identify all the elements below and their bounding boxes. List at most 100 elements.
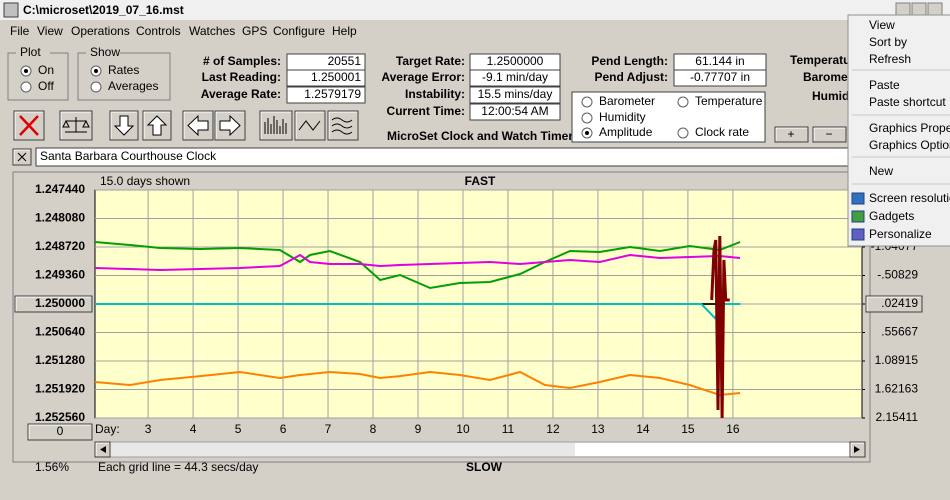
zoom-label: −	[825, 127, 832, 141]
zoom-button[interactable]	[774, 126, 809, 143]
x-tick-label: 9	[415, 422, 422, 436]
field-label: Pend Adjust:	[594, 70, 668, 84]
up-icon	[146, 115, 168, 136]
menu-item[interactable]: Configure	[273, 24, 325, 38]
context-menu-item[interactable]: View	[869, 18, 895, 32]
zoom-button[interactable]	[812, 126, 847, 143]
scrollbar-track	[575, 443, 850, 456]
y2-tick-label: .55667	[881, 325, 918, 339]
radio-button[interactable]	[581, 112, 593, 124]
y-tick-label: 1.250000	[35, 296, 85, 310]
toolbar-button-bevel	[60, 111, 91, 139]
app-title: MicroSet Clock and Watch Timer	[387, 129, 573, 143]
context-menu-item[interactable]: Refresh	[869, 52, 911, 66]
context-menu-item[interactable]: New	[869, 164, 893, 178]
context-menu-item[interactable]: Sort by	[869, 35, 907, 49]
menu-item[interactable]: Watches	[189, 24, 235, 38]
zoom-button-bevel	[775, 127, 807, 141]
offset-value-button[interactable]	[14, 295, 93, 313]
sensor-label[interactable]: Barometer	[599, 94, 655, 108]
y2-tick-label: .02419	[881, 296, 918, 310]
title-bar	[0, 0, 950, 20]
sensor-label[interactable]: Temperature	[695, 94, 763, 108]
offset-button[interactable]	[27, 423, 93, 441]
side-label: Temperatu	[790, 53, 850, 67]
field-value: 12:00:54 AM	[481, 104, 548, 118]
radio-label[interactable]: Off	[38, 79, 54, 93]
percent-label: 1.56%	[35, 460, 69, 474]
x-tick-label: 4	[190, 422, 197, 436]
group-title: Show	[90, 45, 120, 59]
x-tick-label: 6	[280, 422, 287, 436]
x-tick-label: 10	[456, 422, 470, 436]
radio-label[interactable]: On	[38, 63, 54, 77]
toolbar-button-bevel	[183, 111, 212, 139]
field-value: 1.2500000	[487, 54, 544, 68]
app-icon	[3, 2, 19, 18]
context-menu-item[interactable]: Screen resolution	[869, 191, 950, 205]
offset-value-button-bevel	[15, 296, 91, 311]
group-box	[77, 52, 171, 101]
context-menu-item[interactable]: Gadgets	[869, 209, 914, 223]
radio-label[interactable]: Averages	[108, 79, 158, 93]
x-tick-label: 7	[325, 422, 332, 436]
context-menu-item[interactable]: Graphics Options	[869, 138, 950, 152]
sensor-label[interactable]: Clock rate	[695, 125, 749, 139]
x-tick-label: 14	[636, 422, 650, 436]
toolbar-button-bevel	[295, 111, 324, 139]
context-menu-item[interactable]: Graphics Propert	[869, 121, 950, 135]
radio-button[interactable]	[20, 81, 32, 93]
sensor-label[interactable]: Humidity	[599, 110, 646, 124]
sensor-box	[571, 91, 766, 143]
field-value: 1.2579179	[304, 87, 361, 101]
series-line	[95, 253, 741, 272]
wave-icon	[298, 120, 321, 131]
menu-item[interactable]: Operations	[71, 24, 130, 38]
field-box	[673, 69, 767, 87]
field-value: -9.1 min/day	[482, 70, 548, 84]
radio-label[interactable]: Rates	[108, 63, 139, 77]
menu-item[interactable]: File	[10, 24, 30, 38]
y-tick-label: 1.250640	[35, 325, 85, 339]
chart-bottom-label: SLOW	[466, 460, 503, 474]
scale-icon	[62, 117, 90, 133]
field-box	[286, 86, 366, 104]
menu-item[interactable]: View	[37, 24, 63, 38]
noise-icon	[331, 117, 353, 135]
x-tick-label: 5	[235, 422, 242, 436]
clear-name-button-bevel	[13, 149, 30, 164]
field-value: 15.5 mins/day	[478, 87, 553, 101]
x-tick-label: 12	[546, 422, 560, 436]
menu-item[interactable]: Help	[332, 24, 357, 38]
x-tick-label: 13	[591, 422, 605, 436]
y2-tick-label: -.50829	[877, 268, 918, 282]
side-label: Humidi	[812, 89, 853, 103]
x-tick-label: 8	[370, 422, 377, 436]
menu-item[interactable]: Controls	[136, 24, 181, 38]
menu-item[interactable]: GPS	[242, 24, 267, 38]
radio-button[interactable]	[581, 96, 593, 108]
field-value: 20551	[328, 54, 362, 68]
field-label: Current Time:	[387, 104, 465, 118]
series-line	[95, 303, 741, 320]
y-tick-label: 1.248080	[35, 211, 85, 225]
radio-button-dot	[94, 69, 98, 73]
y-tick-label: 1.248720	[35, 239, 85, 253]
clear-icon	[19, 115, 39, 136]
radio-button-dot	[585, 131, 589, 135]
sensor-label[interactable]: Amplitude	[599, 125, 653, 139]
context-menu-item: Paste	[869, 78, 900, 92]
radio-button[interactable]	[677, 127, 689, 139]
radio-button[interactable]	[677, 96, 689, 108]
field-label: Target Rate:	[396, 54, 465, 68]
y2-reference-button[interactable]	[865, 295, 923, 313]
radio-button[interactable]	[90, 81, 102, 93]
menu-icon	[851, 192, 865, 205]
series-line	[710, 235, 730, 419]
context-menu-item[interactable]: Personalize	[869, 227, 932, 241]
toolbar-button[interactable]	[259, 110, 293, 141]
grid-note: Each grid line = 44.3 secs/day	[98, 460, 258, 474]
menu-icon	[851, 210, 865, 223]
field-box	[469, 86, 561, 104]
